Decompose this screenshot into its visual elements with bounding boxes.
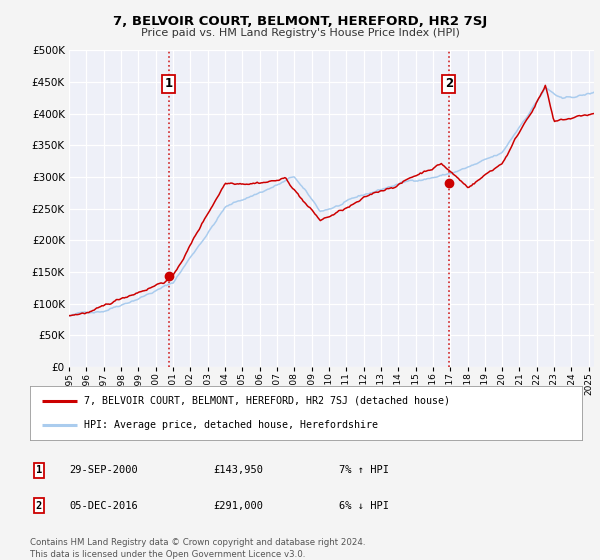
Text: £143,950: £143,950	[213, 465, 263, 475]
Text: Contains HM Land Registry data © Crown copyright and database right 2024.: Contains HM Land Registry data © Crown c…	[30, 538, 365, 547]
Text: This data is licensed under the Open Government Licence v3.0.: This data is licensed under the Open Gov…	[30, 550, 305, 559]
Text: 05-DEC-2016: 05-DEC-2016	[69, 501, 138, 511]
Text: 2: 2	[445, 77, 453, 90]
Text: 2: 2	[36, 501, 42, 511]
Text: 7, BELVOIR COURT, BELMONT, HEREFORD, HR2 7SJ: 7, BELVOIR COURT, BELMONT, HEREFORD, HR2…	[113, 15, 487, 27]
Text: 29-SEP-2000: 29-SEP-2000	[69, 465, 138, 475]
Text: 7, BELVOIR COURT, BELMONT, HEREFORD, HR2 7SJ (detached house): 7, BELVOIR COURT, BELMONT, HEREFORD, HR2…	[84, 396, 450, 406]
Text: 1: 1	[36, 465, 42, 475]
Text: 6% ↓ HPI: 6% ↓ HPI	[339, 501, 389, 511]
Text: £291,000: £291,000	[213, 501, 263, 511]
Text: 7% ↑ HPI: 7% ↑ HPI	[339, 465, 389, 475]
Text: 1: 1	[164, 77, 173, 90]
Text: Price paid vs. HM Land Registry's House Price Index (HPI): Price paid vs. HM Land Registry's House …	[140, 28, 460, 38]
Text: HPI: Average price, detached house, Herefordshire: HPI: Average price, detached house, Here…	[84, 420, 378, 430]
